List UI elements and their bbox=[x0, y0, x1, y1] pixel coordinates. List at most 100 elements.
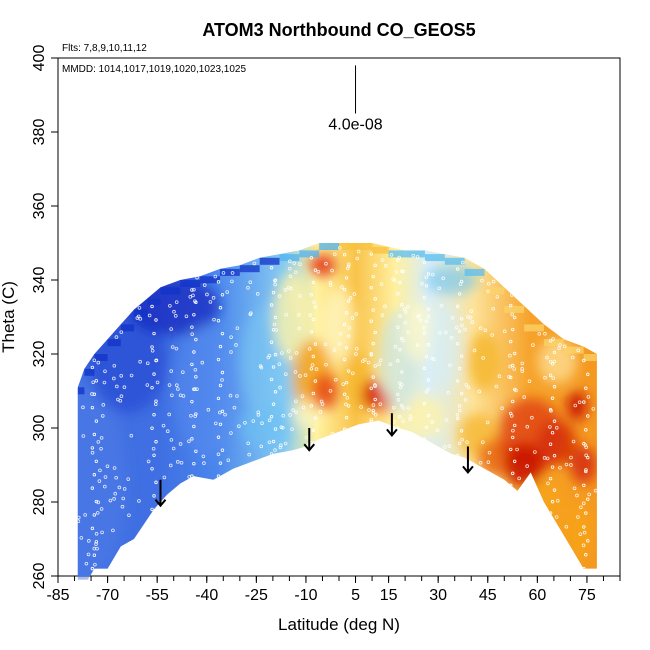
heat-step bbox=[405, 250, 425, 258]
observation-point bbox=[530, 415, 534, 420]
observation-point bbox=[459, 354, 464, 358]
observation-point bbox=[194, 449, 198, 453]
observation-point bbox=[269, 266, 274, 270]
observation-point bbox=[229, 335, 233, 339]
heat-blob bbox=[272, 272, 313, 362]
observation-point bbox=[273, 315, 278, 320]
observation-point bbox=[342, 252, 347, 257]
observation-point bbox=[213, 274, 218, 279]
x-tick-label: 5 bbox=[351, 587, 360, 604]
observation-point bbox=[346, 334, 351, 338]
observation-point bbox=[402, 307, 407, 311]
observation-point bbox=[373, 397, 377, 402]
observation-point bbox=[117, 485, 122, 490]
observation-point bbox=[105, 464, 110, 469]
observation-point bbox=[384, 263, 388, 268]
observation-point bbox=[277, 362, 282, 366]
observation-point bbox=[424, 390, 429, 394]
observation-point bbox=[513, 387, 517, 392]
observation-point bbox=[446, 390, 451, 395]
observation-point bbox=[401, 419, 405, 423]
observation-point bbox=[216, 452, 221, 457]
observation-point bbox=[200, 360, 205, 365]
heat-step bbox=[147, 298, 161, 306]
observation-point bbox=[398, 314, 402, 318]
observation-point bbox=[190, 399, 194, 404]
observation-point bbox=[92, 546, 97, 551]
observation-point bbox=[392, 405, 396, 410]
observation-point bbox=[371, 341, 375, 346]
observation-point bbox=[220, 370, 225, 375]
observation-point bbox=[338, 332, 343, 336]
observation-point bbox=[527, 379, 532, 384]
observation-point bbox=[550, 499, 555, 504]
observation-point bbox=[494, 384, 499, 389]
observation-point bbox=[371, 403, 376, 407]
observation-point bbox=[571, 355, 575, 360]
observation-point bbox=[77, 519, 81, 524]
x-tick-label: -70 bbox=[96, 587, 119, 604]
observation-point bbox=[552, 488, 557, 492]
observation-point bbox=[118, 398, 123, 403]
observation-point bbox=[229, 431, 233, 435]
observation-point bbox=[511, 428, 515, 433]
observation-point bbox=[546, 481, 550, 486]
observation-point bbox=[552, 453, 557, 458]
observation-point bbox=[297, 326, 302, 331]
observation-point bbox=[216, 435, 221, 439]
heat-blob bbox=[362, 379, 382, 410]
observation-point bbox=[422, 331, 427, 335]
observation-point bbox=[294, 399, 298, 404]
observation-point bbox=[152, 494, 156, 498]
observation-point bbox=[94, 459, 99, 463]
observation-point bbox=[113, 491, 118, 496]
observation-point bbox=[371, 274, 375, 279]
observation-point bbox=[190, 437, 194, 441]
observation-point bbox=[548, 373, 553, 377]
observation-point bbox=[571, 439, 576, 444]
observation-point bbox=[341, 382, 346, 386]
observation-point bbox=[208, 300, 213, 304]
observation-point bbox=[416, 314, 421, 319]
heat-blob bbox=[309, 254, 336, 277]
observation-point bbox=[179, 460, 184, 465]
heat-blob bbox=[570, 446, 597, 484]
observation-point bbox=[457, 292, 462, 296]
y-axis-title: Theta (C) bbox=[0, 281, 18, 353]
observation-point bbox=[517, 476, 521, 481]
observation-point bbox=[525, 424, 530, 429]
observation-point bbox=[220, 378, 224, 382]
heat-step bbox=[219, 268, 240, 276]
observation-point bbox=[98, 468, 102, 473]
observation-point bbox=[290, 427, 294, 431]
observation-point bbox=[294, 351, 299, 355]
observation-point bbox=[389, 253, 394, 257]
observation-point bbox=[401, 269, 406, 274]
observation-point bbox=[584, 453, 588, 458]
observation-point bbox=[277, 294, 282, 298]
observation-point bbox=[435, 428, 440, 433]
observation-point bbox=[511, 435, 515, 440]
observation-point bbox=[511, 363, 515, 368]
observation-point bbox=[424, 425, 429, 430]
observation-point bbox=[259, 365, 264, 370]
observation-point bbox=[373, 364, 377, 368]
observation-point bbox=[174, 346, 179, 351]
observation-point bbox=[457, 366, 462, 371]
heat-step bbox=[424, 254, 445, 262]
observation-point bbox=[150, 467, 154, 471]
observation-point bbox=[509, 411, 513, 416]
observation-point bbox=[509, 483, 513, 488]
observation-point bbox=[190, 325, 194, 329]
observation-point bbox=[167, 412, 171, 417]
observation-point bbox=[255, 292, 260, 296]
observation-point bbox=[311, 317, 316, 322]
observation-point bbox=[455, 267, 460, 271]
observation-point bbox=[346, 262, 351, 267]
observation-point bbox=[579, 505, 583, 510]
observation-point bbox=[582, 483, 586, 488]
x-tick-label: 60 bbox=[528, 587, 546, 604]
observation-point bbox=[391, 277, 395, 281]
observation-point bbox=[313, 342, 318, 346]
